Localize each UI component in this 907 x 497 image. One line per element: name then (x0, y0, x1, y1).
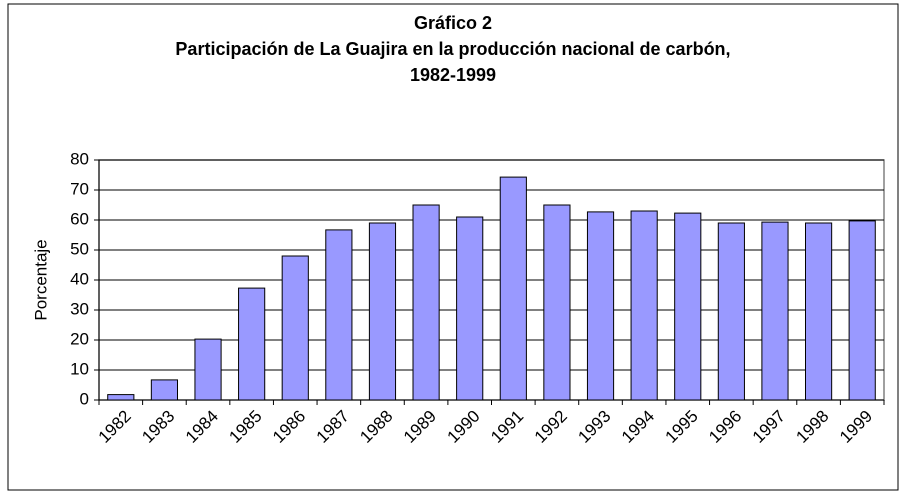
chart-title: Participación de La Guajira en la produc… (175, 39, 730, 59)
bar (717, 222, 745, 401)
bar (456, 216, 484, 401)
y-tick-label: 0 (80, 389, 89, 408)
bar (238, 287, 266, 401)
y-axis-label: Porcentaje (31, 239, 50, 320)
bar (194, 338, 222, 401)
y-tick-label: 70 (70, 179, 89, 198)
bar (150, 379, 178, 401)
bar (107, 394, 135, 401)
bar (848, 220, 876, 401)
bar (805, 222, 833, 401)
bar (674, 212, 702, 401)
bar (499, 176, 527, 401)
chart-title: Gráfico 2 (414, 13, 492, 33)
y-tick-label: 20 (70, 329, 89, 348)
y-tick-label: 80 (70, 149, 89, 168)
bar (630, 210, 658, 401)
bar (761, 221, 789, 401)
bar (368, 222, 397, 401)
bar (586, 211, 615, 401)
y-tick-label: 50 (70, 239, 89, 258)
bar (543, 204, 571, 401)
bar (281, 255, 309, 401)
chart-title: 1982-1999 (410, 65, 496, 85)
bar (325, 229, 353, 401)
y-tick-label: 60 (70, 209, 89, 228)
y-tick-label: 10 (70, 359, 89, 378)
bar (412, 204, 440, 401)
y-tick-label: 30 (70, 299, 89, 318)
y-tick-label: 40 (70, 269, 89, 288)
